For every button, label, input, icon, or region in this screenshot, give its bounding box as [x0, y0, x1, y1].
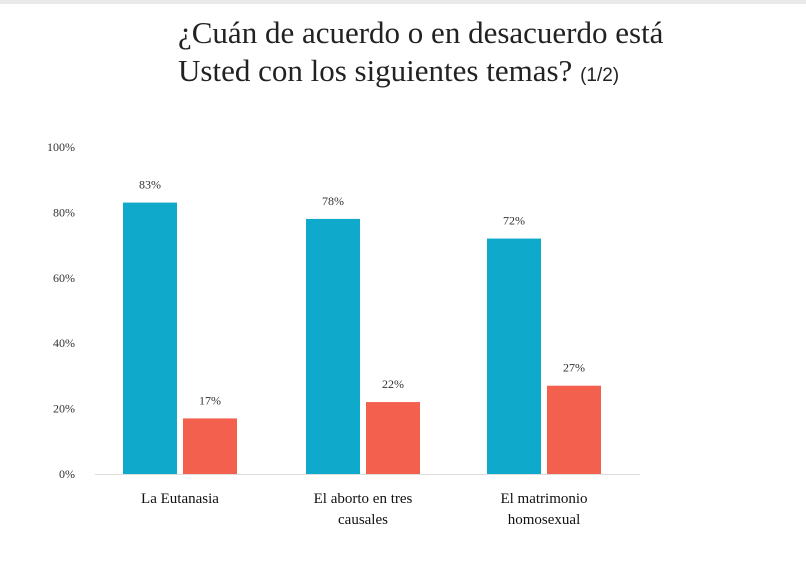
y-tick-label: 80%: [53, 205, 75, 219]
data-labels: 83% 78% 72% 17% 22% 27%: [139, 178, 585, 408]
bar: [123, 202, 177, 474]
bar: [366, 402, 420, 474]
data-label: 78%: [322, 194, 344, 208]
y-tick-label: 60%: [53, 271, 75, 285]
x-tick-label: El matrimonio homosexual: [500, 491, 587, 528]
data-label: 72%: [503, 214, 525, 228]
data-label: 83%: [139, 178, 161, 192]
x-tick-label-line: causales: [338, 512, 388, 528]
data-label: 22%: [382, 377, 404, 391]
x-tick-label-line: El aborto en tres: [314, 491, 413, 507]
x-tick-label: La Eutanasia: [141, 491, 219, 507]
chart-title-line-1: ¿Cuán de acuerdo o en desacuerdo está: [178, 15, 664, 50]
data-label: 27%: [563, 361, 585, 375]
x-tick-label: El aborto en tres causales: [314, 491, 413, 528]
x-tick-label-line: El matrimonio: [500, 491, 587, 507]
chart-title: ¿Cuán de acuerdo o en desacuerdo está Us…: [178, 14, 778, 95]
y-tick-label: 20%: [53, 402, 75, 416]
y-tick-label: 0%: [59, 467, 75, 481]
chart-title-line-2-text: Usted con los siguientes temas?: [178, 53, 573, 88]
bars: [123, 202, 601, 474]
chart-title-line-2: Usted con los siguientes temas? (1/2): [178, 52, 778, 95]
bar: [183, 418, 237, 474]
x-axis: La Eutanasia El aborto en tres causalesEl …: [141, 491, 587, 528]
bar: [306, 218, 360, 474]
y-axis: 0% 20% 40% 60% 80% 100%: [47, 140, 75, 481]
y-tick-label: 40%: [53, 336, 75, 350]
bar: [487, 238, 541, 474]
x-tick-label-line: homosexual: [508, 512, 581, 528]
y-tick-label: 100%: [47, 140, 75, 154]
bar: [547, 385, 601, 474]
chart-title-suffix: (1/2): [580, 65, 620, 86]
data-label: 17%: [199, 393, 221, 407]
x-tick-label-line: La Eutanasia: [141, 491, 219, 507]
